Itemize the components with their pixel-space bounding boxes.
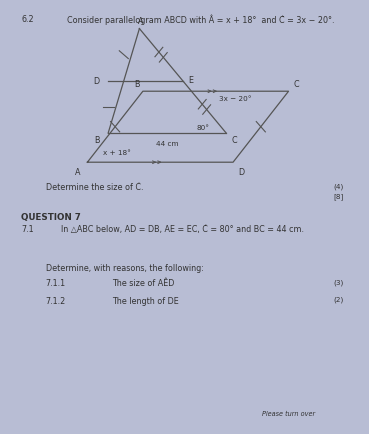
Text: QUESTION 7: QUESTION 7 xyxy=(21,213,81,222)
Text: The size of AÊD: The size of AÊD xyxy=(112,279,174,288)
Text: A: A xyxy=(138,17,144,26)
Text: The length of DE: The length of DE xyxy=(112,296,178,305)
Text: 44 cm: 44 cm xyxy=(156,141,178,147)
Text: Consider parallelogram ABCD with Â = x + 18°  and Ĉ = 3x − 20°.: Consider parallelogram ABCD with Â = x +… xyxy=(66,15,334,26)
Text: 7.1.2: 7.1.2 xyxy=(46,296,66,305)
Text: 7.1: 7.1 xyxy=(21,224,34,233)
Text: D: D xyxy=(93,77,100,86)
Text: 80°: 80° xyxy=(197,125,210,130)
Text: 7.1.1: 7.1.1 xyxy=(46,279,66,288)
Text: Please turn over: Please turn over xyxy=(262,410,315,416)
Text: A: A xyxy=(75,168,80,177)
Text: (3): (3) xyxy=(334,279,344,285)
Text: (4): (4) xyxy=(334,183,344,189)
Text: Determine, with reasons, the following:: Determine, with reasons, the following: xyxy=(46,264,204,273)
Text: B: B xyxy=(134,80,139,89)
Text: 3x − 20°: 3x − 20° xyxy=(219,95,252,101)
Text: [8]: [8] xyxy=(334,193,344,200)
Text: 6.2: 6.2 xyxy=(21,15,34,24)
Text: D: D xyxy=(238,168,244,177)
Text: Determine the size of Ĉ.: Determine the size of Ĉ. xyxy=(46,183,143,192)
Text: x + 18°: x + 18° xyxy=(103,149,131,155)
Text: (2): (2) xyxy=(334,296,344,302)
Text: In △ABC below, AD = DB, AE = EC, Ĉ = 80° and BC = 44 cm.: In △ABC below, AD = DB, AE = EC, Ĉ = 80… xyxy=(61,224,304,233)
Text: B: B xyxy=(94,136,100,145)
Text: C: C xyxy=(231,136,237,145)
Text: C: C xyxy=(294,80,299,89)
Text: E: E xyxy=(188,76,193,85)
